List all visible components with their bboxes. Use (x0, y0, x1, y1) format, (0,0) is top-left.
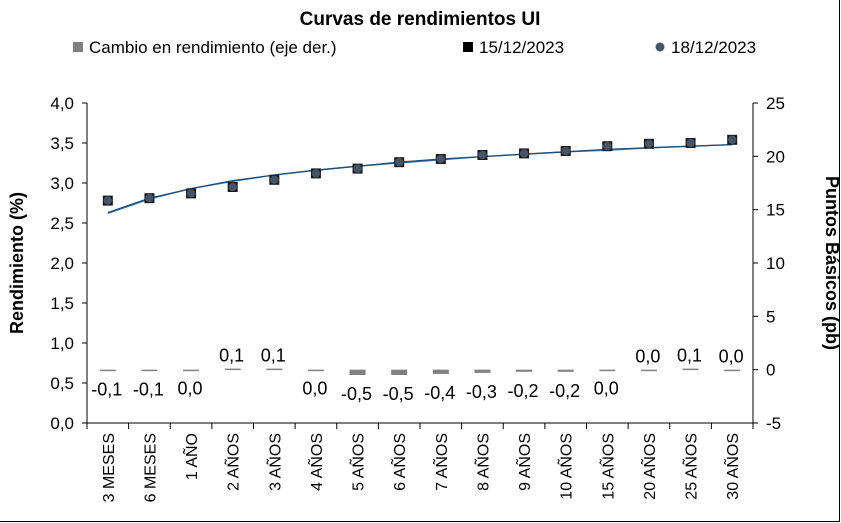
data-label-change: -0,1 (133, 380, 164, 400)
y-tick-label-right: -5 (766, 414, 781, 433)
y-tick-label-left: 3,0 (50, 174, 74, 193)
marker-18-12-2023 (644, 139, 654, 148)
data-label-change: 0,1 (677, 346, 702, 366)
y-axis-label-right: Puntos Básicos (pb) (822, 176, 841, 350)
bar-change (391, 369, 408, 375)
bar-change (349, 369, 366, 375)
marker-18-12-2023 (311, 169, 321, 178)
x-tick-label: 9 AÑOS (514, 433, 534, 491)
bar-change (724, 369, 741, 372)
x-tick-label: 25 AÑOS (681, 433, 701, 500)
marker-18-12-2023 (186, 189, 196, 198)
chart-legend: Cambio en rendimiento (eje der.) 15/12/20… (73, 38, 756, 57)
x-tick-label: 1 AÑO (181, 433, 201, 480)
y-tick-label-left: 0,5 (50, 374, 74, 393)
bar-change (141, 369, 158, 372)
y-tick-label-right: 0 (766, 361, 775, 380)
fitted-curve (107, 143, 733, 214)
legend-label: 18/12/2023 (671, 38, 756, 57)
marker-18-12-2023 (478, 150, 487, 160)
bar-change (599, 369, 616, 372)
data-label-change: -0,5 (341, 384, 372, 404)
data-label-change: 0,0 (594, 379, 619, 399)
marker-18-12-2023 (727, 135, 737, 144)
marker-18-12-2023 (145, 194, 154, 203)
legend-marker-circle (655, 42, 665, 52)
marker-18-12-2023 (103, 196, 113, 205)
x-tick-label: 4 AÑOS (306, 433, 326, 491)
x-tick-label: 20 AÑOS (639, 433, 659, 500)
x-tick-label: 15 AÑOS (597, 433, 617, 500)
y-tick-label-right: 20 (766, 147, 785, 166)
marker-18-12-2023 (436, 154, 446, 164)
y-tick-label-left: 1,5 (50, 294, 74, 313)
bar-change (99, 369, 116, 372)
marker-18-12-2023 (686, 138, 695, 148)
x-tick-label: 6 MESES (142, 433, 159, 502)
y-tick-label-right: 15 (766, 201, 785, 220)
data-label-change: 0,0 (178, 379, 203, 399)
x-tick-label: 2 AÑOS (223, 433, 243, 491)
legend-label: Cambio en rendimiento (eje der.) (89, 38, 337, 57)
y-tick-label-right: 25 (766, 94, 785, 113)
x-tick-label: 10 AÑOS (556, 433, 576, 500)
bar-change (474, 369, 491, 373)
data-label-change: 0,0 (302, 379, 327, 399)
marker-18-12-2023 (353, 164, 362, 173)
y-axis-label-left: Rendimiento (%) (7, 192, 27, 334)
y-tick-label-left: 2,5 (50, 214, 74, 233)
bar-change (266, 368, 283, 371)
data-label-change: -0,5 (383, 384, 414, 404)
x-tick-label: 8 AÑOS (472, 433, 492, 491)
marker-18-12-2023 (561, 146, 570, 156)
bar-change (682, 368, 699, 371)
data-label-change: 0,1 (261, 346, 286, 366)
data-label-change: -0,2 (549, 381, 580, 401)
legend-label: 15/12/2023 (479, 38, 564, 57)
y-tick-label-right: 5 (766, 307, 775, 326)
y-tick-label-left: 2,0 (50, 254, 74, 273)
bar-change (640, 369, 657, 372)
data-label-change: 0,0 (719, 347, 744, 367)
marker-18-12-2023 (228, 182, 237, 192)
marker-18-12-2023 (519, 149, 529, 158)
x-tick-label: 30 AÑOS (722, 433, 742, 500)
x-tick-label: 7 AÑOS (431, 433, 451, 491)
x-tick-label: 3 AÑOS (264, 433, 284, 491)
x-tick-label: 6 AÑOS (389, 433, 409, 491)
y-tick-label-left: 0,0 (50, 414, 74, 433)
bar-change (307, 369, 324, 372)
data-label-change: 0,1 (219, 346, 244, 366)
data-label-change: -0,4 (424, 383, 455, 403)
marker-18-12-2023 (394, 158, 404, 167)
bar-change (432, 369, 449, 374)
x-tick-label: 3 MESES (101, 433, 118, 502)
fitted-curve (107, 143, 733, 215)
marker-18-12-2023 (603, 142, 612, 151)
data-label-change: -0,1 (91, 380, 122, 400)
y-tick-label-left: 4,0 (50, 94, 74, 113)
bar-change (516, 369, 533, 372)
bar-change (224, 368, 241, 371)
plot-area: 0,0 0,5 1,0 1,5 2,0 2,5 3,0 3,5 4,0 -5 0 5 10 15 20 25 3… (50, 94, 785, 502)
data-label-change: 0,0 (635, 347, 660, 367)
y-tick-label-left: 1,0 (50, 334, 74, 353)
bar-change (557, 369, 574, 372)
legend-marker-square (463, 42, 473, 52)
x-tick-label: 5 AÑOS (348, 433, 368, 491)
y-tick-label-right: 10 (766, 254, 785, 273)
data-label-change: -0,3 (466, 382, 497, 402)
legend-marker-bar (73, 42, 83, 52)
data-label-change: -0,2 (508, 381, 539, 401)
bar-change (183, 369, 200, 372)
y-tick-label-left: 3,5 (50, 134, 74, 153)
marker-18-12-2023 (270, 175, 279, 184)
chart-title: Curvas de rendimientos UI (300, 9, 541, 30)
